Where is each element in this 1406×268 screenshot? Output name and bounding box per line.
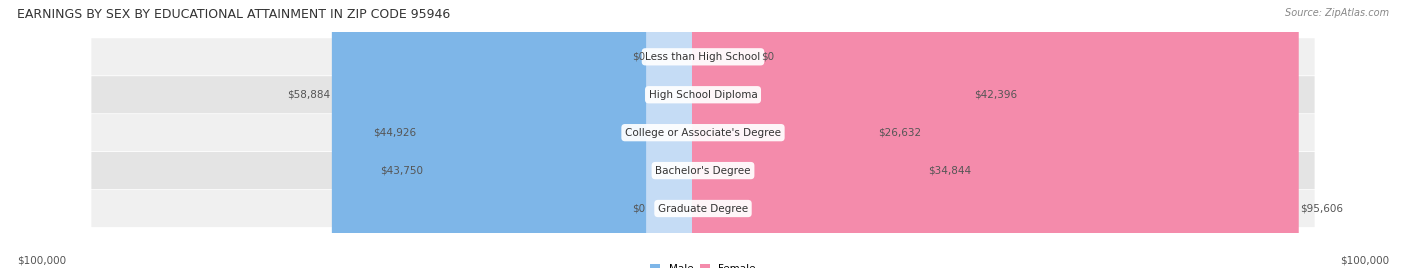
Legend: Male, Female: Male, Female (645, 260, 761, 268)
FancyBboxPatch shape (692, 0, 927, 268)
Text: $34,844: $34,844 (928, 166, 972, 176)
Text: Less than High School: Less than High School (645, 52, 761, 62)
FancyBboxPatch shape (91, 152, 1315, 189)
Text: $58,884: $58,884 (287, 90, 330, 100)
FancyBboxPatch shape (332, 0, 714, 268)
FancyBboxPatch shape (692, 0, 1299, 268)
Text: $100,000: $100,000 (1340, 255, 1389, 265)
Text: $0: $0 (631, 203, 645, 214)
Text: High School Diploma: High School Diploma (648, 90, 758, 100)
Text: College or Associate's Degree: College or Associate's Degree (626, 128, 780, 138)
Text: $100,000: $100,000 (17, 255, 66, 265)
FancyBboxPatch shape (692, 0, 877, 268)
Text: Bachelor's Degree: Bachelor's Degree (655, 166, 751, 176)
Text: $0: $0 (631, 52, 645, 62)
FancyBboxPatch shape (425, 0, 714, 268)
Text: EARNINGS BY SEX BY EDUCATIONAL ATTAINMENT IN ZIP CODE 95946: EARNINGS BY SEX BY EDUCATIONAL ATTAINMEN… (17, 8, 450, 21)
Text: Graduate Degree: Graduate Degree (658, 203, 748, 214)
Text: $26,632: $26,632 (879, 128, 921, 138)
FancyBboxPatch shape (692, 0, 759, 268)
FancyBboxPatch shape (91, 38, 1315, 75)
FancyBboxPatch shape (91, 190, 1315, 227)
FancyBboxPatch shape (91, 76, 1315, 113)
FancyBboxPatch shape (647, 0, 714, 268)
Text: $42,396: $42,396 (974, 90, 1018, 100)
FancyBboxPatch shape (91, 114, 1315, 151)
FancyBboxPatch shape (692, 0, 973, 268)
FancyBboxPatch shape (418, 0, 714, 268)
Text: $43,750: $43,750 (380, 166, 423, 176)
FancyBboxPatch shape (647, 0, 714, 268)
Text: Source: ZipAtlas.com: Source: ZipAtlas.com (1285, 8, 1389, 18)
Text: $0: $0 (761, 52, 775, 62)
Text: $95,606: $95,606 (1301, 203, 1343, 214)
Text: $44,926: $44,926 (373, 128, 416, 138)
